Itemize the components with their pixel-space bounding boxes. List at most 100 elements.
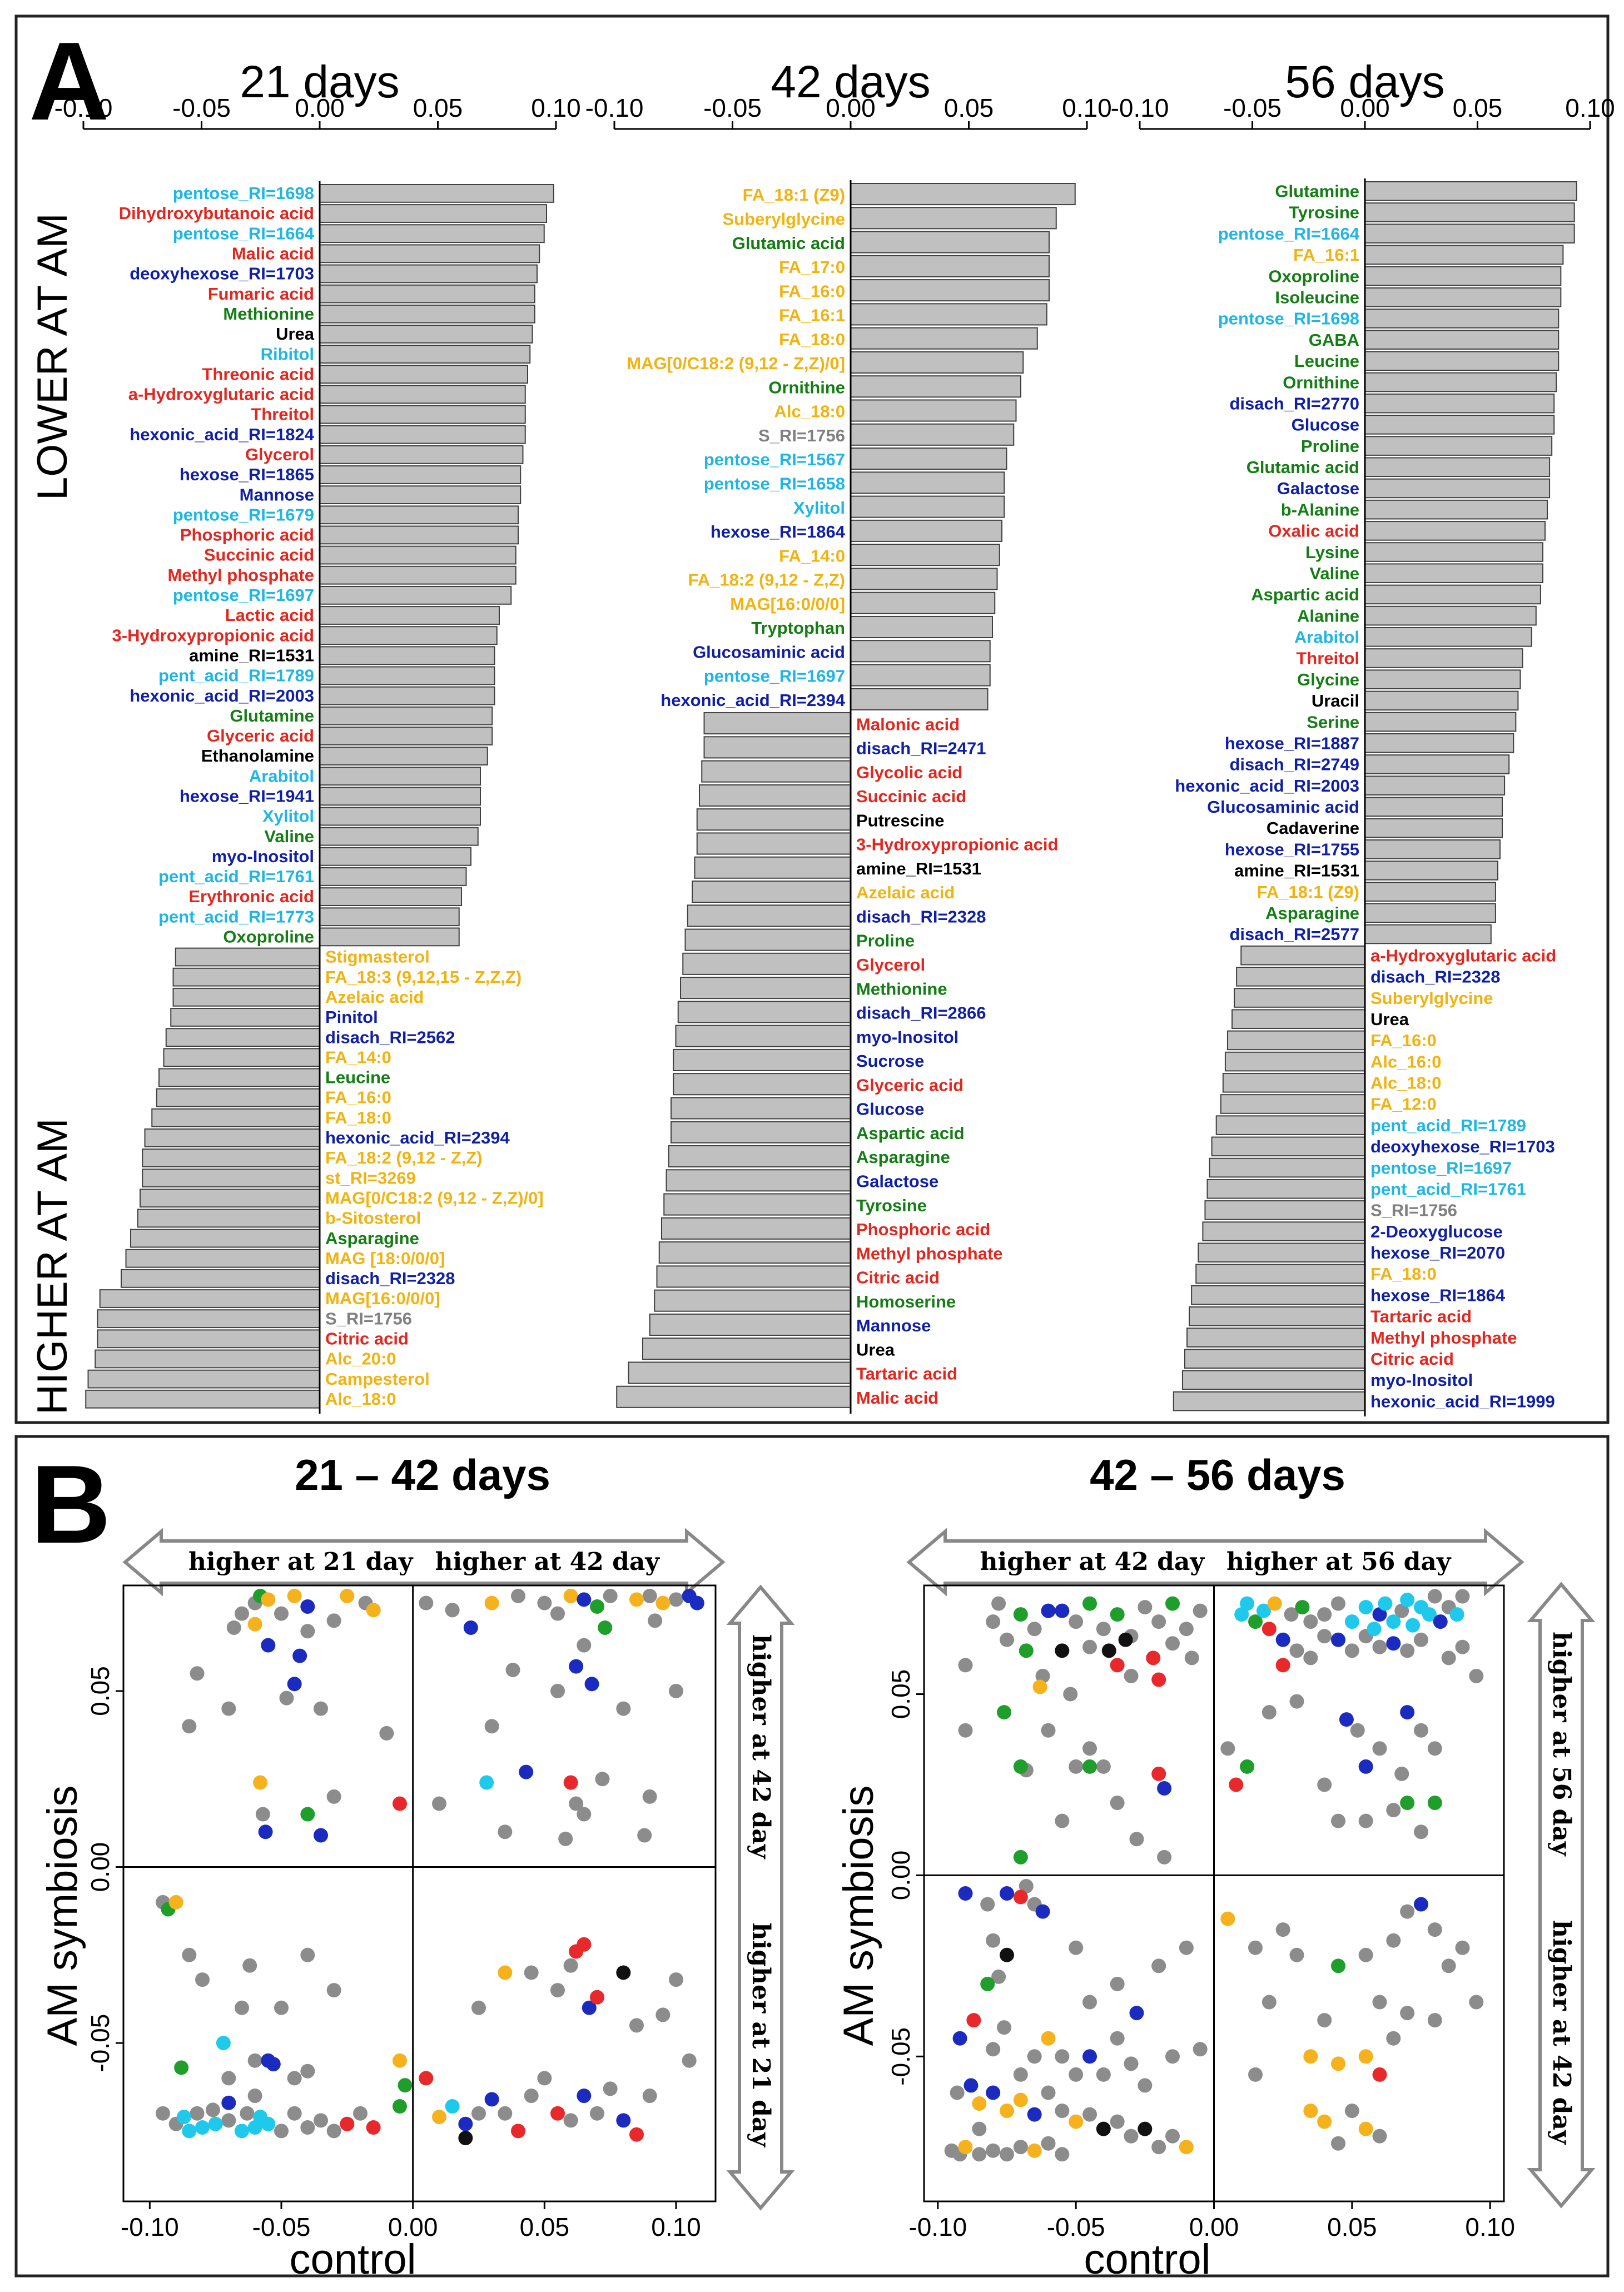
bar-label-deoxyhexose-ri-1703: deoxyhexose_RI=1703 (130, 264, 314, 284)
data-point-green (1013, 1607, 1028, 1622)
data-point-blue (258, 1824, 273, 1839)
bar-label-malic-acid: Malic acid (232, 244, 314, 263)
bar-tyrosine (663, 1193, 851, 1216)
bar-label-urea: Urea (856, 1340, 895, 1359)
bar-homoserine (654, 1289, 851, 1312)
bar-leucine (1364, 351, 1560, 371)
data-point-gray (255, 1807, 270, 1822)
data-point-gray (1096, 1759, 1111, 1774)
data-point-gray (1110, 2031, 1125, 2046)
bar-ornithine (1364, 372, 1557, 392)
data-point-gray (1427, 1741, 1442, 1756)
bar-glucose (671, 1097, 851, 1120)
data-point-green (1082, 1759, 1097, 1774)
bar-alanine (1364, 605, 1537, 626)
data-point-orange (1303, 2104, 1318, 2119)
bar-fa-18-2-9-12-z-z (142, 1149, 320, 1167)
bar-glutamine (1364, 181, 1577, 201)
bar-myo-inositol (319, 847, 471, 866)
data-point-gray (1248, 2067, 1263, 2082)
bar-label-glucose: Glucose (856, 1100, 924, 1119)
bar-label-fa-18-0: FA_18:0 (1370, 1264, 1437, 1284)
data-point-gray (986, 1933, 1001, 1948)
bar-fa-18-1-z9 (1364, 882, 1496, 902)
data-point-gray (1289, 1643, 1304, 1658)
bar-label-aspartic-acid: Aspartic acid (856, 1123, 965, 1143)
bar-pentose-ri-1567 (850, 448, 1007, 470)
y-axis-title: AM symbiosis (835, 1786, 882, 2046)
data-point-cyan (253, 2110, 268, 2125)
bar-label-disach-ri-2770: disach_RI=2770 (1229, 394, 1359, 413)
data-point-gray (1386, 1803, 1401, 1818)
y-tick-label: 0.00 (86, 1842, 115, 1892)
bar-ornithine (850, 375, 1021, 398)
bar-label-threitol: Threitol (251, 405, 314, 424)
data-point-gray (1000, 1632, 1014, 1647)
bar-xylitol (850, 495, 1005, 518)
data-point-gray (1262, 1705, 1277, 1720)
bar-label-pentose-ri-1697: pentose_RI=1697 (173, 585, 314, 605)
data-point-gray (182, 1947, 197, 1962)
bar-label-disach-ri-2471: disach_RI=2471 (856, 739, 986, 758)
bar-disach-ri-2471 (703, 736, 851, 759)
bar-label-tyrosine: Tyrosine (1289, 203, 1359, 222)
bar-fumaric-acid (319, 284, 535, 304)
data-point-green (1240, 1759, 1255, 1774)
data-point-gray (156, 2106, 170, 2121)
data-point-cyan (1400, 1593, 1415, 1608)
bar-asparagine (668, 1145, 851, 1168)
data-point-blue (1339, 1712, 1354, 1727)
bar-st-ri-3269 (142, 1169, 320, 1188)
bar-label-methyl-phosphate: Methyl phosphate (1370, 1328, 1517, 1348)
side-label-higher-at-am: HIGHER AT AM (29, 1118, 76, 1415)
panel-b: B 21 – 42 days higher at 21 day higher at … (14, 1435, 1610, 2283)
data-point-gray (1372, 1741, 1387, 1756)
data-point-gray (1455, 1639, 1470, 1654)
bar-label-tartaric-acid: Tartaric acid (1370, 1307, 1472, 1326)
data-point-blue (952, 2031, 967, 2046)
data-point-cyan (216, 2036, 231, 2051)
data-point-red (577, 1937, 592, 1952)
data-point-gray (1414, 1632, 1428, 1647)
bar-label-cadaverine: Cadaverine (1267, 818, 1359, 838)
x-tick-label: -0.05 (1047, 2213, 1105, 2241)
bar-chart-42-days: 42 days -0.10 -0.05 0.00 0.05 0.10 FA_18:1 (Z9… (585, 57, 1112, 1414)
data-point-gray (1151, 1614, 1166, 1629)
bar-a-hydroxyglutaric-acid (319, 385, 526, 404)
data-point-blue (1129, 2006, 1144, 2021)
bar-mag-16-0-0-0 (99, 1289, 320, 1308)
data-point-gray (1096, 2067, 1111, 2082)
bar-fa-18-0 (850, 327, 1038, 350)
data-point-blue (616, 2113, 631, 2128)
data-point-blue (287, 1677, 302, 1692)
data-point-gray (1013, 2140, 1028, 2155)
data-point-red (563, 1775, 578, 1790)
bar-label-pentose-ri-1658: pentose_RI=1658 (704, 474, 845, 494)
bar-lactic-acid (319, 606, 500, 625)
data-point-red (511, 2124, 525, 2139)
data-point-gray (190, 1666, 205, 1681)
bar-galactose (1364, 478, 1551, 499)
bar-label-threitol: Threitol (1296, 649, 1359, 668)
bar-label-fa-16-0: FA_16:0 (1370, 1031, 1437, 1050)
x-tick-label: 0.10 (651, 2213, 701, 2241)
bar-leucine (158, 1068, 320, 1087)
bar-label-pent-acid-ri-1761: pent_acid_RI=1761 (158, 867, 314, 886)
bar-label-azelaic-acid: Azelaic acid (856, 883, 955, 902)
data-point-blue (292, 1648, 307, 1663)
bar-hexose-ri-1864 (1191, 1285, 1365, 1305)
bar-methyl-phosphate (658, 1241, 851, 1264)
data-point-gray (1331, 2136, 1345, 2151)
data-point-orange (253, 1775, 268, 1790)
data-point-gray (642, 1789, 657, 1804)
data-point-blue (1157, 1781, 1172, 1796)
bar-hexonic-acid-ri-2003 (319, 686, 495, 705)
data-point-gray (1372, 1995, 1387, 2010)
data-point-gray (1096, 1622, 1111, 1637)
bar-label-galactose: Galactose (1277, 479, 1359, 498)
data-point-gray (300, 1624, 315, 1639)
bar-hexonic-acid-ri-2003 (1364, 775, 1506, 796)
data-point-gray (629, 2018, 644, 2033)
scatter-plot-42-56-days: 42 – 56 days higher at 42 day higher at 56… (835, 1450, 1596, 2283)
data-point-gray (669, 1683, 683, 1698)
